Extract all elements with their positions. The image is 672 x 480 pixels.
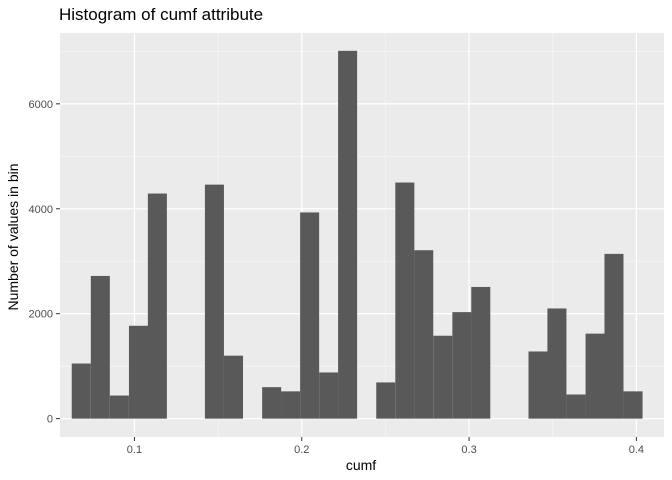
x-tick-label: 0.1 — [127, 444, 142, 456]
y-axis-title: Number of values in bin — [5, 163, 21, 310]
histogram-bar — [338, 50, 358, 419]
histogram-bar — [109, 395, 129, 419]
y-tick-label: 0 — [47, 414, 53, 426]
histogram-bar — [395, 182, 415, 419]
histogram-bar — [414, 250, 434, 419]
histogram-bar — [471, 286, 491, 419]
histogram-bar — [262, 387, 282, 419]
y-tick-label: 4000 — [29, 204, 53, 216]
histogram-bar — [623, 391, 643, 419]
histogram-bar — [281, 391, 301, 419]
x-axis-title: cumf — [346, 457, 376, 473]
histogram-bar — [566, 394, 586, 419]
x-tick-label: 0.3 — [461, 444, 476, 456]
histogram-bar — [71, 363, 91, 419]
histogram-bar — [147, 193, 167, 419]
x-tick-label: 0.4 — [629, 444, 644, 456]
x-tick-label: 0.2 — [294, 444, 309, 456]
histogram-bar — [319, 372, 339, 419]
histogram-bar — [300, 212, 320, 419]
y-axis: 0 2000 4000 6000 — [29, 99, 60, 426]
histogram-bar — [604, 253, 624, 419]
histogram-bars — [71, 50, 643, 419]
histogram-bar — [204, 184, 224, 419]
histogram-bar — [547, 308, 567, 419]
histogram-bar — [528, 351, 548, 419]
y-tick-label: 6000 — [29, 99, 53, 111]
y-tick-label: 2000 — [29, 309, 53, 321]
histogram-bar — [585, 333, 605, 419]
histogram-bar — [433, 335, 453, 419]
histogram-bar — [128, 325, 148, 419]
histogram-bar — [223, 355, 244, 419]
x-axis: 0.1 0.2 0.3 0.4 — [127, 437, 644, 456]
histogram-bar — [376, 382, 396, 419]
histogram-bar — [90, 275, 110, 419]
chart-title: Histogram of cumf attribute — [59, 5, 263, 24]
histogram-bar — [452, 312, 472, 419]
